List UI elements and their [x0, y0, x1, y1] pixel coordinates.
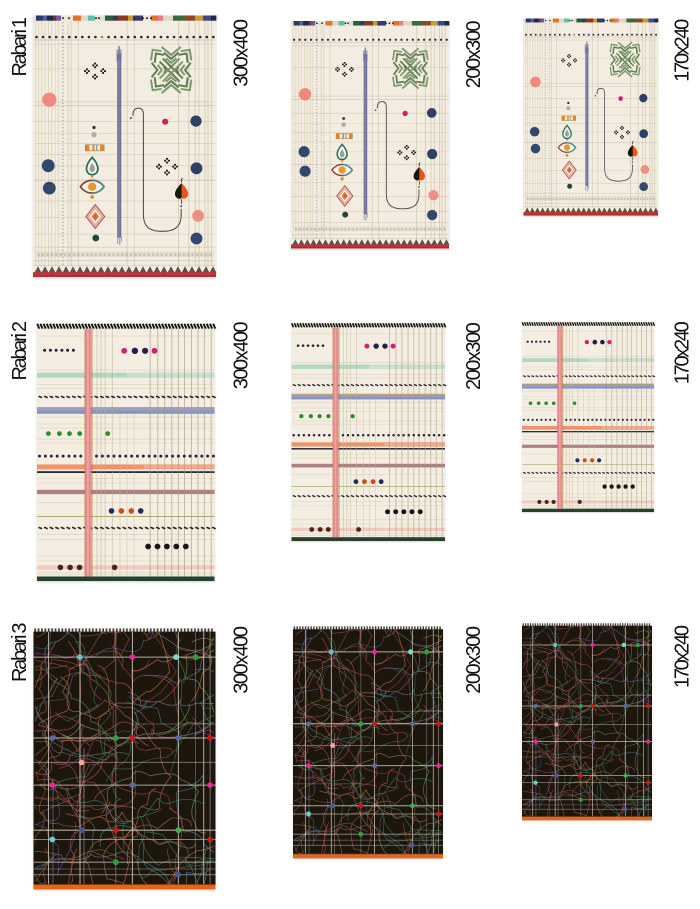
svg-text:170x240: 170x240 [672, 19, 694, 82]
svg-text:Rabari 1: Rabari 1 [9, 17, 31, 76]
svg-text:200x300: 200x300 [463, 21, 485, 89]
svg-text:300x400: 300x400 [230, 322, 252, 390]
svg-text:170x240: 170x240 [672, 625, 694, 688]
svg-text:170x240: 170x240 [672, 321, 694, 384]
svg-text:300x400: 300x400 [230, 19, 252, 87]
svg-text:Rabari 2: Rabari 2 [9, 321, 31, 380]
svg-text:Rabari 3: Rabari 3 [9, 623, 31, 682]
svg-text:200x300: 200x300 [463, 322, 485, 390]
svg-text:300x400: 300x400 [230, 626, 252, 694]
svg-text:200x300: 200x300 [463, 626, 485, 694]
